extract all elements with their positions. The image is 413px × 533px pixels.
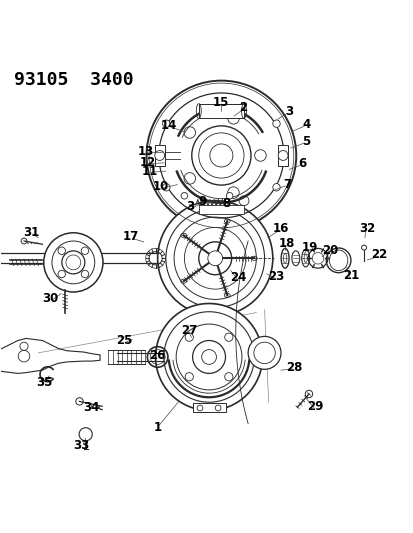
Circle shape [272, 120, 280, 127]
Circle shape [180, 192, 187, 199]
Text: 31: 31 [23, 227, 39, 239]
Circle shape [79, 427, 92, 441]
Text: 33: 33 [73, 439, 90, 453]
Circle shape [209, 144, 233, 167]
Text: 93105  3400: 93105 3400 [14, 71, 133, 89]
Bar [198, 103, 243, 118]
Circle shape [215, 405, 221, 411]
Circle shape [184, 228, 245, 289]
Circle shape [224, 333, 233, 341]
Circle shape [197, 405, 202, 411]
Text: 15: 15 [212, 96, 229, 109]
Circle shape [278, 150, 287, 160]
Text: 14: 14 [161, 119, 177, 132]
Bar [154, 145, 165, 166]
Circle shape [361, 245, 366, 250]
Bar [198, 205, 243, 214]
Circle shape [207, 251, 222, 265]
Circle shape [162, 120, 170, 127]
Circle shape [185, 333, 193, 341]
Circle shape [146, 80, 296, 230]
Bar [278, 145, 288, 166]
Text: 20: 20 [321, 244, 338, 256]
Text: 2: 2 [239, 101, 247, 114]
Text: 9: 9 [198, 196, 206, 208]
Text: 7: 7 [283, 178, 291, 191]
Text: 13: 13 [137, 145, 153, 158]
Text: 6: 6 [298, 157, 306, 170]
Text: 35: 35 [36, 376, 52, 389]
Circle shape [157, 201, 272, 316]
Text: 11: 11 [141, 165, 157, 177]
Text: 12: 12 [139, 156, 155, 169]
Text: 18: 18 [278, 237, 294, 250]
Bar [192, 403, 225, 413]
Text: 3: 3 [186, 200, 194, 213]
Text: 30: 30 [43, 292, 59, 305]
Text: 4: 4 [301, 118, 310, 131]
Circle shape [162, 183, 170, 191]
Text: 34: 34 [83, 401, 99, 414]
Text: 23: 23 [267, 270, 283, 283]
Text: 17: 17 [123, 230, 139, 244]
Text: 32: 32 [358, 222, 375, 235]
Circle shape [174, 217, 256, 300]
Text: 8: 8 [222, 198, 230, 211]
Text: 22: 22 [371, 248, 387, 262]
Circle shape [247, 336, 280, 369]
Text: 16: 16 [272, 222, 289, 235]
Text: 29: 29 [306, 400, 323, 413]
Text: 21: 21 [342, 269, 358, 282]
Circle shape [154, 150, 164, 160]
Text: 3: 3 [285, 106, 292, 118]
Text: 28: 28 [285, 361, 301, 374]
Text: 10: 10 [152, 180, 169, 193]
Text: 26: 26 [148, 349, 165, 362]
Text: 25: 25 [116, 334, 132, 347]
Text: 27: 27 [181, 324, 197, 337]
Text: 19: 19 [301, 241, 317, 254]
Text: 5: 5 [301, 135, 310, 148]
Circle shape [155, 303, 262, 410]
Circle shape [224, 373, 233, 381]
Text: 1: 1 [153, 421, 161, 434]
Circle shape [166, 209, 264, 308]
Text: 24: 24 [230, 271, 246, 284]
Circle shape [44, 233, 103, 292]
Circle shape [185, 373, 193, 381]
Circle shape [226, 192, 233, 199]
Circle shape [272, 183, 280, 191]
